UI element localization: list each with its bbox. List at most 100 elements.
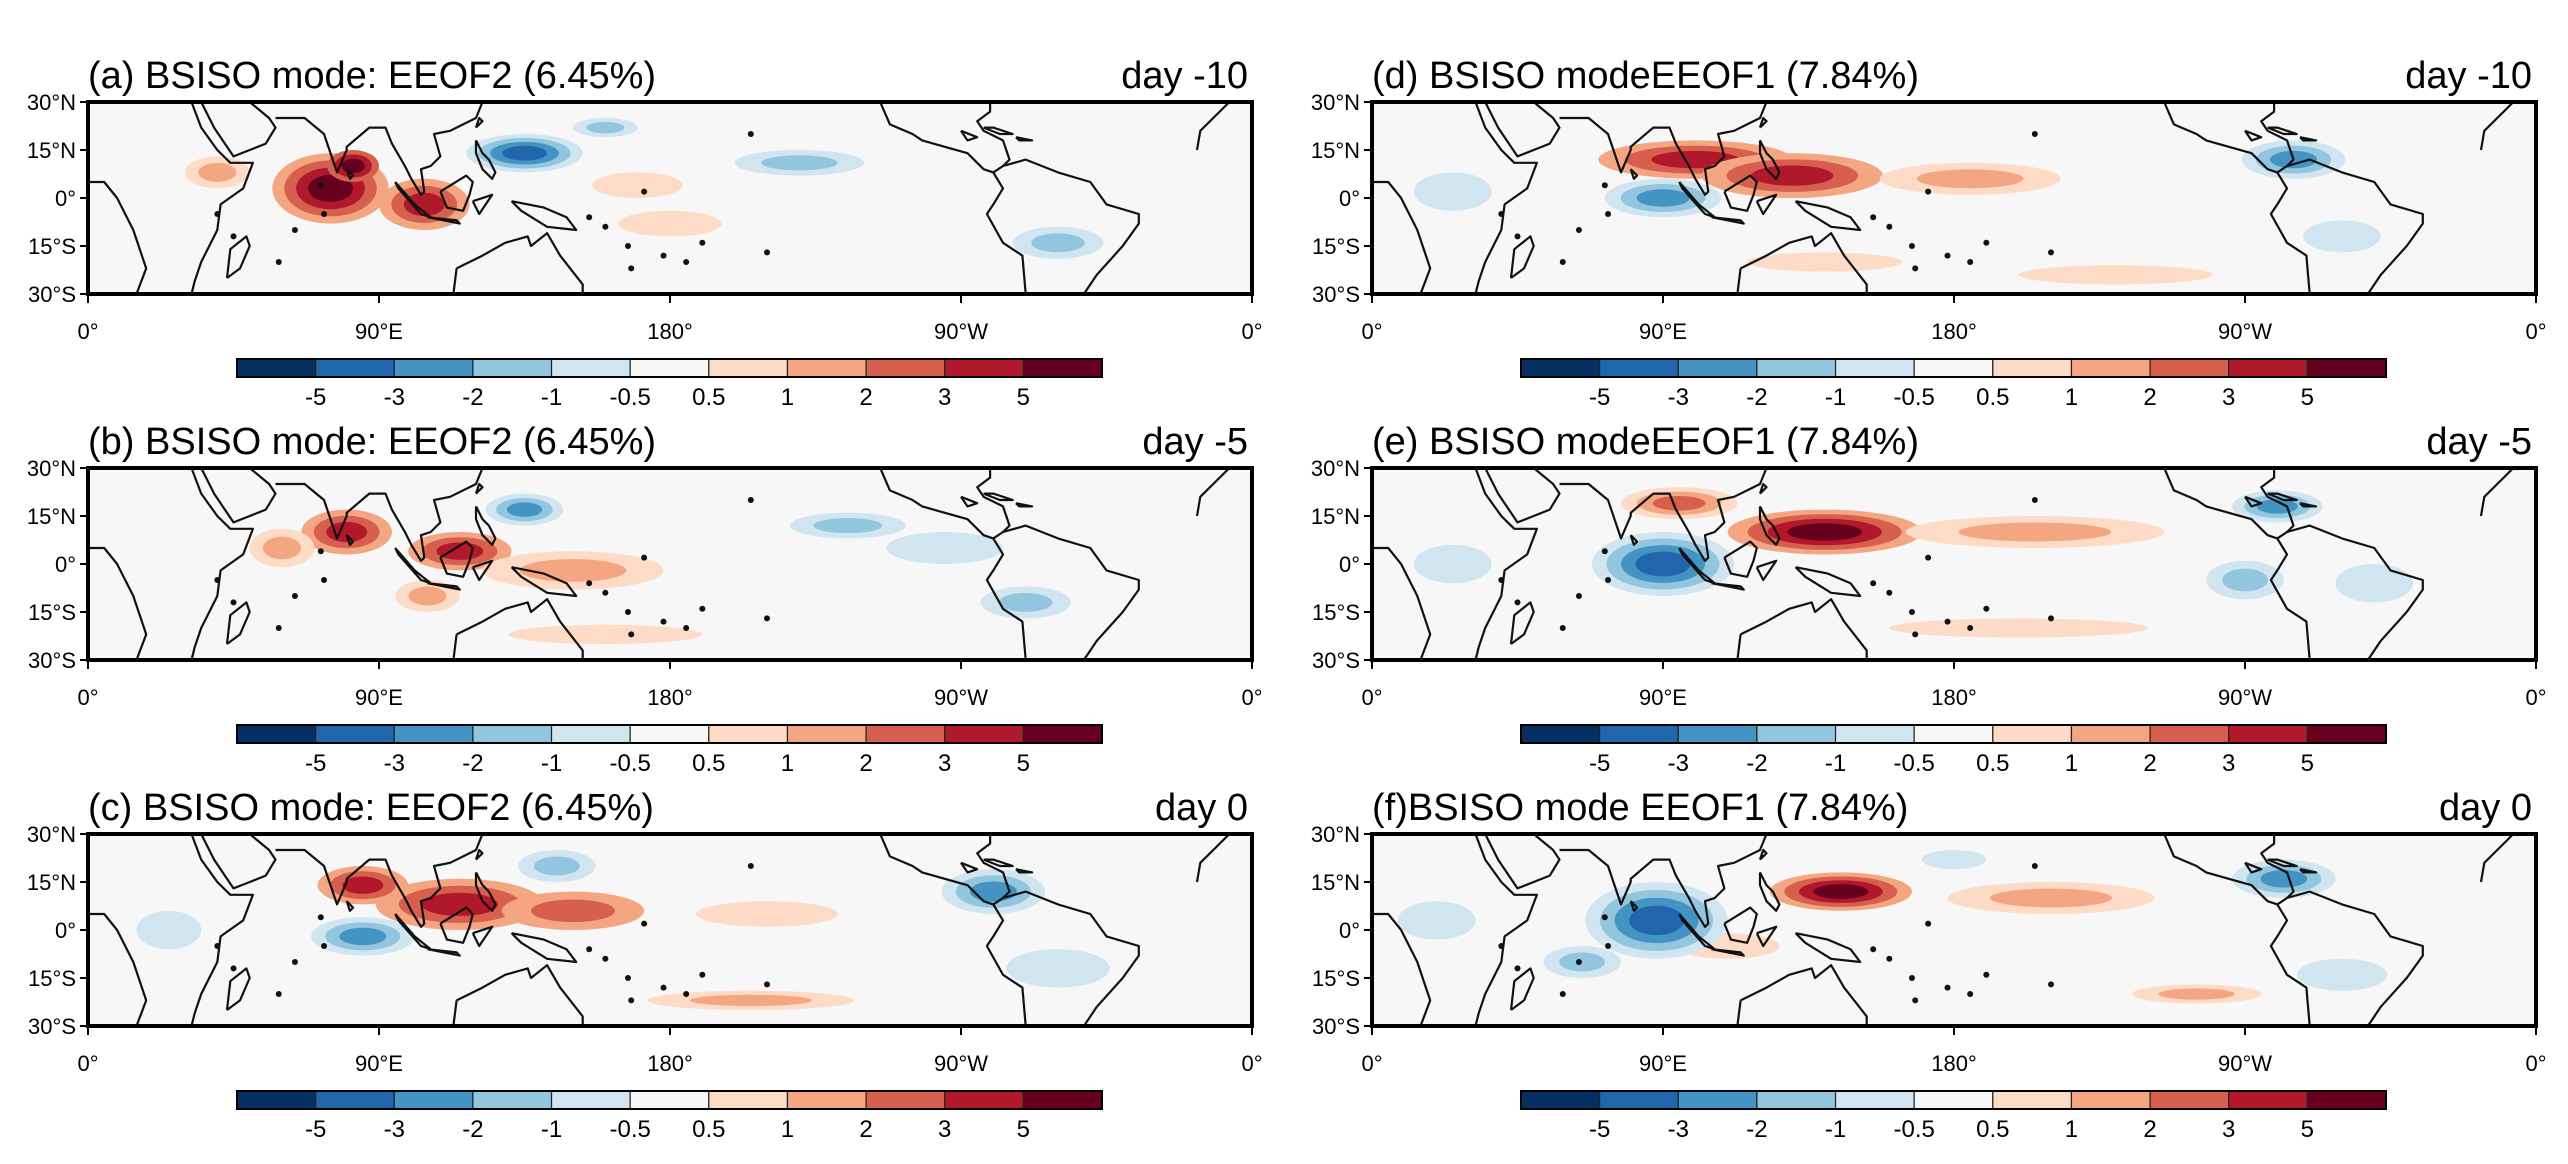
island xyxy=(2048,615,2054,622)
anomaly-contour xyxy=(531,899,615,923)
island xyxy=(764,981,770,988)
anomaly-contour xyxy=(533,856,580,876)
colorbar-frame xyxy=(1520,724,2387,744)
coastline xyxy=(2299,502,2318,508)
coastline xyxy=(2299,868,2318,874)
lat-label: 0° xyxy=(1339,186,1360,211)
island xyxy=(230,965,237,972)
coastline xyxy=(471,193,494,216)
coastline xyxy=(190,102,254,294)
coastline xyxy=(2244,495,2263,508)
coastline xyxy=(1559,834,1768,928)
coastlines xyxy=(88,468,1231,660)
panel-title: (d) BSISO modeEEOF1 (7.84%) xyxy=(1372,55,1919,97)
coastline xyxy=(225,601,251,645)
anomaly-field xyxy=(1414,140,2381,285)
lon-label: 0° xyxy=(1241,319,1262,344)
colorbar-label: 2 xyxy=(859,750,872,777)
island xyxy=(602,955,609,962)
coastline xyxy=(200,834,277,890)
anomaly-contour xyxy=(1889,618,2148,638)
island xyxy=(214,943,221,949)
island xyxy=(291,227,298,233)
coastline xyxy=(2299,136,2318,142)
island xyxy=(764,615,770,622)
panel-day-label: day -5 xyxy=(1142,421,1248,463)
island xyxy=(1514,599,1521,606)
coastline xyxy=(2479,468,2515,517)
colorbar-frame xyxy=(1520,358,2387,378)
coastline xyxy=(456,232,584,294)
coastline xyxy=(1015,868,1034,874)
anomaly-contour xyxy=(695,901,839,927)
island xyxy=(1944,252,1951,259)
coastline xyxy=(1758,139,1781,180)
lat-label: 30°N xyxy=(27,90,76,115)
lon-label: 180° xyxy=(1931,1051,1977,1076)
anomaly-contour xyxy=(136,910,202,950)
colorbar-swatch xyxy=(2306,724,2387,744)
island xyxy=(1514,965,1521,972)
lat-label: 30°N xyxy=(1311,822,1360,847)
coastline xyxy=(1559,468,1768,562)
coastline xyxy=(345,168,355,180)
lat-label: 15°S xyxy=(28,234,76,259)
coastline xyxy=(983,126,1014,136)
coastline xyxy=(1711,948,1745,957)
island xyxy=(624,975,631,981)
anomaly-contour xyxy=(1916,169,2024,189)
lat-label: 15°S xyxy=(28,966,76,991)
coastline xyxy=(471,925,494,948)
coastline xyxy=(1678,547,1716,585)
colorbar-swatch xyxy=(1599,724,1679,744)
colorbar-swatch xyxy=(2306,1090,2387,1110)
colorbar-swatch xyxy=(865,1090,946,1110)
coastline xyxy=(1559,102,1768,196)
colorbar-label: 1 xyxy=(781,750,794,777)
colorbar-swatch xyxy=(472,358,553,378)
colorbar-label: 3 xyxy=(2222,750,2235,777)
panel-title: (f)BSISO mode EEOF1 (7.84%) xyxy=(1372,787,1908,829)
colorbar-label: 1 xyxy=(2065,750,2078,777)
colorbar-swatch xyxy=(472,1090,553,1110)
coastline xyxy=(1740,598,1868,660)
colorbar-swatch xyxy=(708,724,789,744)
colorbar-swatch xyxy=(629,358,710,378)
anomaly-contour xyxy=(813,518,883,534)
coastline xyxy=(1678,181,1716,219)
lat-label: 30°N xyxy=(27,822,76,847)
lon-label: 0° xyxy=(2525,319,2546,344)
colorbar-label: -3 xyxy=(1668,384,1689,411)
coastline xyxy=(985,903,1027,1026)
lat-label: 15°S xyxy=(28,600,76,625)
coastline xyxy=(1015,136,1034,142)
colorbar-label: 5 xyxy=(1017,384,1030,411)
colorbar-label: 0.5 xyxy=(692,750,725,777)
coastline xyxy=(2479,102,2515,151)
colorbar-label: -3 xyxy=(1668,750,1689,777)
colorbar-swatch xyxy=(865,724,946,744)
colorbar-label: 3 xyxy=(2222,1116,2235,1143)
coastline xyxy=(983,492,1014,502)
anomaly-contour xyxy=(262,536,302,560)
anomaly-contour xyxy=(1414,172,1492,211)
coastlines xyxy=(1372,102,2515,294)
colorbar-label: -3 xyxy=(384,1116,405,1143)
coastline xyxy=(456,598,584,660)
coastline xyxy=(1372,546,1432,660)
coastline xyxy=(2286,890,2424,1026)
lon-label: 90°E xyxy=(1639,1051,1687,1076)
lon-label: 90°E xyxy=(355,319,403,344)
coastline xyxy=(474,116,484,129)
panel-day-label: day 0 xyxy=(1155,787,1248,829)
panel-day-label: day -10 xyxy=(1121,55,1248,97)
anomaly-contour xyxy=(1787,523,1863,541)
colorbar-label: -5 xyxy=(1589,1116,1610,1143)
colorbar-label: -0.5 xyxy=(610,384,651,411)
island xyxy=(660,252,667,259)
colorbar-label: -1 xyxy=(541,384,562,411)
colorbar-label: 5 xyxy=(2301,1116,2314,1143)
colorbar-swatch xyxy=(393,1090,474,1110)
colorbar-swatch xyxy=(236,724,317,744)
anomaly-contour xyxy=(519,559,627,582)
